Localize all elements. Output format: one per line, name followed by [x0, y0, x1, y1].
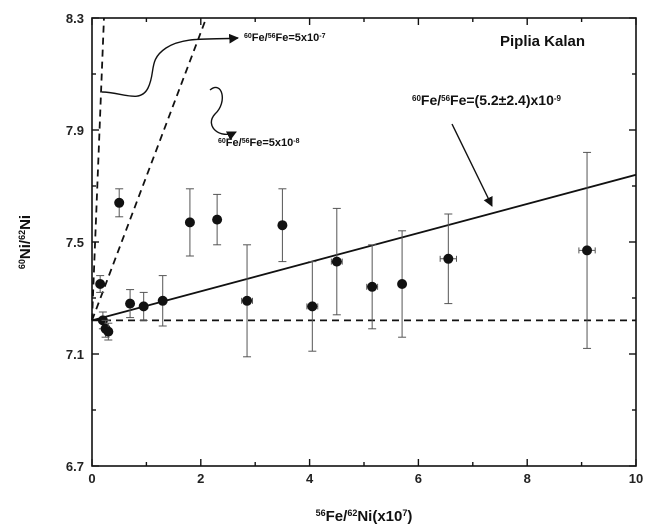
- data-point: [138, 291, 149, 321]
- reference-lines: [91, 17, 637, 322]
- point-marker: [443, 253, 454, 264]
- data-point: [157, 275, 168, 327]
- x-label-sup3: 7: [402, 508, 407, 518]
- ann3-a: Fe/: [421, 92, 441, 108]
- ann3-b: Fe=(5.2±2.4)x10: [450, 92, 554, 108]
- x-label-main2: Ni(x10: [357, 508, 402, 524]
- axis-tick-labels: 0 2 4 6 8 10 6.7 7.1 7.5 7.9 8.3: [66, 11, 643, 486]
- x-tick-label: 2: [197, 471, 204, 486]
- x-tick-label: 0: [88, 471, 95, 486]
- axis-ticks: [91, 17, 637, 467]
- point-marker: [184, 217, 195, 228]
- ann2-a: Fe/: [226, 137, 242, 149]
- x-tick-label: 8: [524, 471, 531, 486]
- x-label-end: ): [407, 508, 412, 524]
- y-tick-label: 8.3: [66, 11, 84, 26]
- y-tick-label: 6.7: [66, 459, 84, 474]
- y-tick-label: 7.9: [66, 123, 84, 138]
- y-label-main2: Ni: [17, 215, 34, 230]
- point-marker: [114, 197, 125, 208]
- data-point: [212, 193, 223, 246]
- data-point: [114, 188, 125, 218]
- data-point: [103, 322, 114, 341]
- point-marker: [103, 326, 114, 337]
- ann1-b: Fe=5x10: [276, 32, 320, 44]
- line-fit: [91, 173, 637, 322]
- data-point: [306, 261, 319, 352]
- annotation-mid-line: 60Fe/56Fe=5x10-8: [218, 137, 300, 149]
- line-steep: [91, 17, 208, 321]
- x-tick-label: 10: [629, 471, 643, 486]
- curvy-arrow-mid: [209, 86, 237, 141]
- ann1-sup3: -7: [319, 33, 325, 40]
- point-marker: [331, 256, 342, 267]
- point-marker: [397, 279, 408, 289]
- data-point: [439, 213, 457, 305]
- ann2-sup2: 56: [242, 138, 250, 145]
- point-marker: [138, 301, 149, 312]
- point-marker: [242, 295, 253, 306]
- annotation-fit-line: 60Fe/56Fe=(5.2±2.4)x10-9: [412, 92, 562, 108]
- y-tick-label: 7.5: [66, 235, 84, 250]
- data-point: [125, 289, 136, 319]
- point-marker: [95, 279, 106, 289]
- y-label-main: Ni/: [17, 239, 34, 259]
- y-label-sup: 60: [17, 259, 27, 269]
- ann2-sup3: -8: [293, 138, 299, 145]
- x-axis-label: 56Fe/62Ni(x107): [316, 508, 413, 524]
- ann3-sup: 60: [412, 94, 421, 103]
- x-label-main: Fe/: [326, 508, 349, 524]
- x-label-sup2: 62: [347, 508, 357, 518]
- chart-title: Piplia Kalan: [500, 33, 585, 50]
- point-marker: [212, 214, 223, 225]
- x-tick-label: 4: [306, 471, 314, 486]
- y-axis-label: 60Ni/62Ni: [17, 215, 34, 269]
- data-point: [397, 230, 408, 338]
- point-marker: [277, 220, 288, 231]
- y-tick-label: 7.1: [66, 347, 84, 362]
- point-marker: [582, 245, 593, 256]
- point-marker: [157, 295, 168, 306]
- ann1-sup2: 56: [268, 33, 276, 40]
- data-point: [184, 188, 195, 257]
- ann1-a: Fe/: [252, 32, 268, 44]
- arrow-fit: [451, 123, 493, 207]
- data-point: [578, 151, 596, 349]
- x-tick-label: 6: [415, 471, 422, 486]
- x-label-sup: 56: [316, 508, 326, 518]
- plot-frame: [91, 17, 637, 467]
- ann3-sup2: 56: [441, 94, 450, 103]
- data-point: [277, 188, 288, 263]
- ann1-sup: 60: [244, 33, 252, 40]
- point-marker: [125, 298, 136, 309]
- ann2-sup: 60: [218, 138, 226, 145]
- curvy-arrow-steep: [101, 33, 239, 97]
- line-vertical: [91, 17, 105, 321]
- data-point: [330, 207, 343, 316]
- y-label-sup2: 62: [17, 230, 27, 240]
- data-point: [366, 244, 379, 330]
- data-point: [241, 244, 253, 358]
- ann3-sup3: -9: [554, 94, 562, 103]
- ann2-b: Fe=5x10: [250, 137, 294, 149]
- point-marker: [307, 301, 318, 312]
- annotation-steep-line: 60Fe/56Fe=5x10-7: [244, 32, 326, 44]
- point-marker: [367, 281, 378, 292]
- data-point: [95, 275, 106, 293]
- data-points: [95, 151, 596, 358]
